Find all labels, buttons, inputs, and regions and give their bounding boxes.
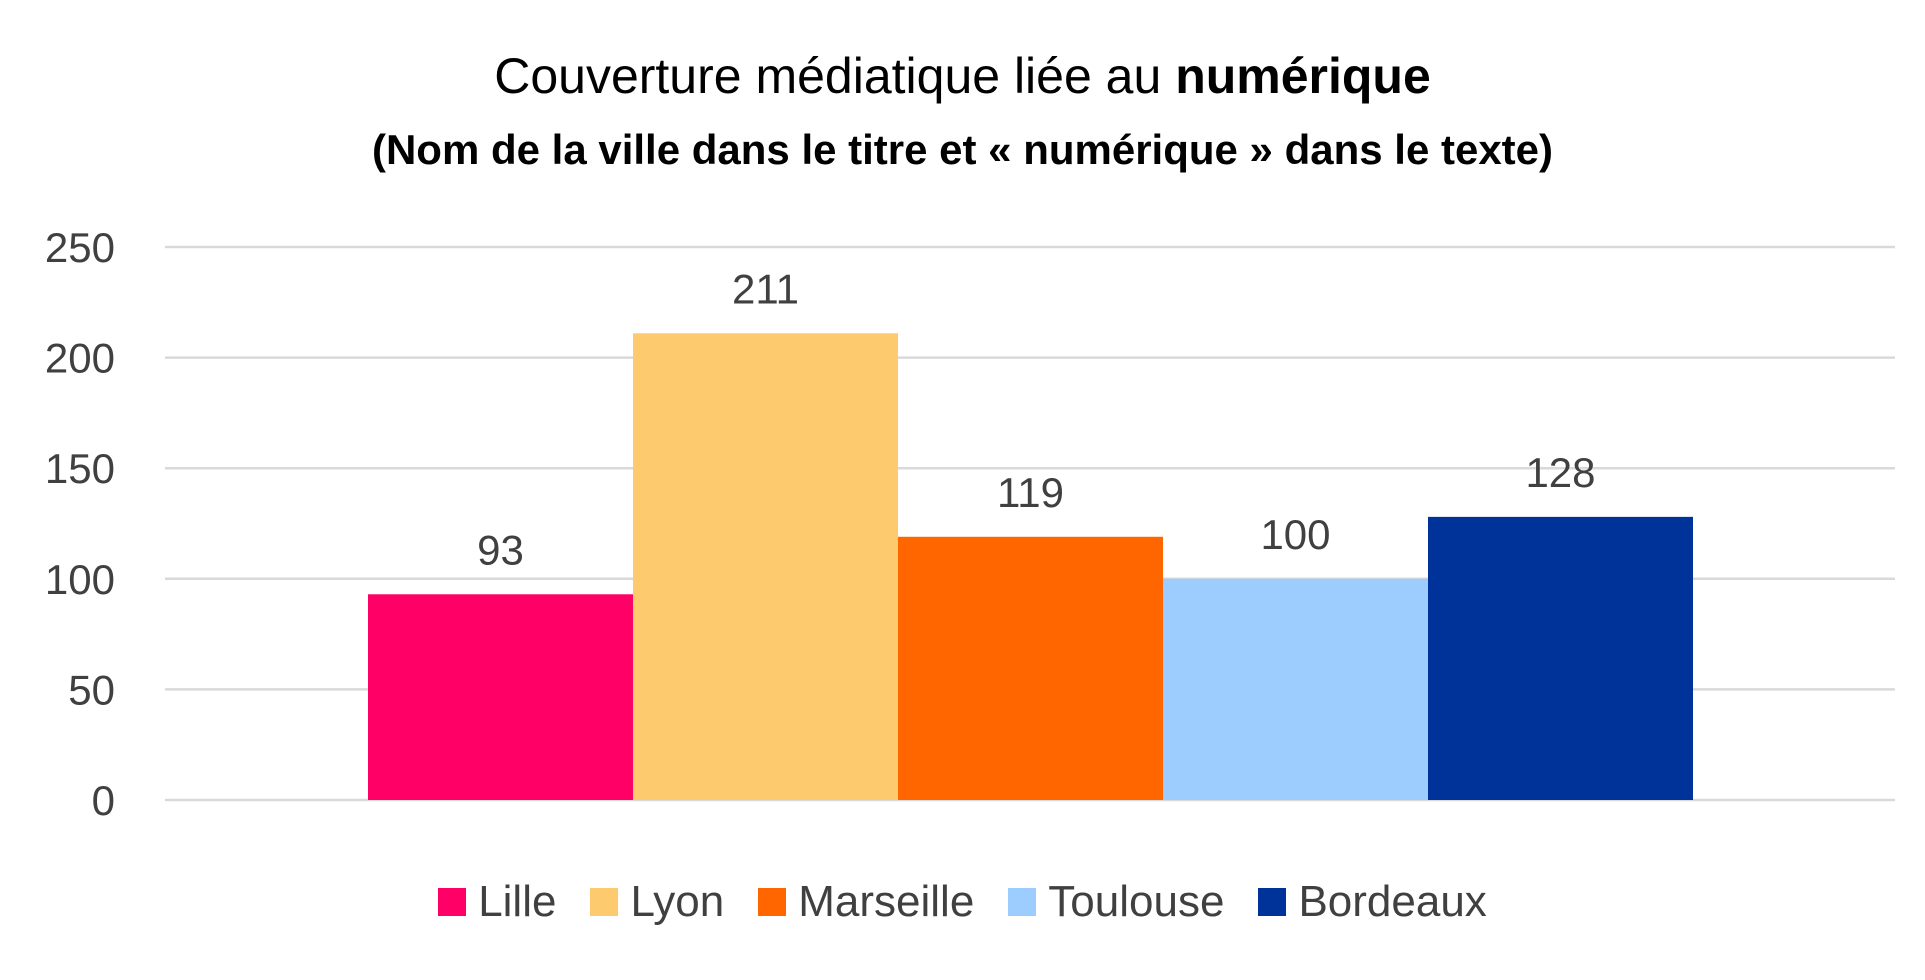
legend-label: Marseille — [798, 877, 975, 926]
data-labels: 93 211 119 100 128 — [477, 265, 1595, 573]
legend-swatch — [1258, 888, 1287, 916]
bar-lyon — [633, 333, 898, 800]
y-tick-label: 200 — [45, 335, 115, 382]
data-label-lyon: 211 — [732, 265, 799, 312]
legend-item-lyon: Lyon — [590, 876, 724, 928]
bars — [368, 333, 1693, 800]
legend-item-bordeaux: Bordeaux — [1258, 876, 1487, 928]
legend-label: Bordeaux — [1298, 877, 1487, 926]
legend-item-lille: Lille — [438, 876, 556, 928]
bar-toulouse — [1163, 578, 1428, 800]
legend-label: Toulouse — [1048, 877, 1225, 926]
chart-title: Couverture médiatique liée au numérique — [0, 46, 1925, 106]
legend-swatch — [1008, 888, 1037, 916]
data-label-bordeaux: 128 — [1525, 449, 1595, 496]
legend-swatch — [438, 888, 467, 916]
y-tick-label: 250 — [45, 224, 115, 271]
chart-title-emphasis: numérique — [1175, 48, 1431, 104]
legend-label: Lille — [478, 877, 557, 926]
y-tick-label: 50 — [68, 666, 115, 713]
chart-title-prefix: Couverture médiatique liée au — [494, 48, 1176, 104]
legend-item-marseille: Marseille — [758, 876, 974, 928]
bar-lille — [368, 594, 633, 800]
data-label-lille: 93 — [477, 526, 524, 573]
y-axis-tick-labels: 0 50 100 150 200 250 — [45, 224, 115, 824]
y-tick-label: 100 — [45, 556, 115, 603]
legend-swatch — [758, 888, 787, 916]
bar-marseille — [898, 536, 1163, 800]
legend-label: Lyon — [630, 877, 725, 926]
legend-swatch — [590, 888, 619, 916]
data-label-marseille: 119 — [997, 469, 1064, 516]
data-label-toulouse: 100 — [1260, 511, 1330, 558]
y-tick-label: 150 — [45, 445, 115, 492]
chart-legend: Lille Lyon Marseille Toulouse Bordeaux — [0, 876, 1925, 928]
chart-subtitle: (Nom de la ville dans le titre et « numé… — [371, 126, 1554, 173]
y-tick-label: 0 — [92, 777, 115, 824]
legend-item-toulouse: Toulouse — [1008, 876, 1224, 928]
bar-chart: 0 50 100 150 200 250 93 211 119 100 128 — [45, 224, 1895, 824]
bar-bordeaux — [1428, 516, 1693, 800]
